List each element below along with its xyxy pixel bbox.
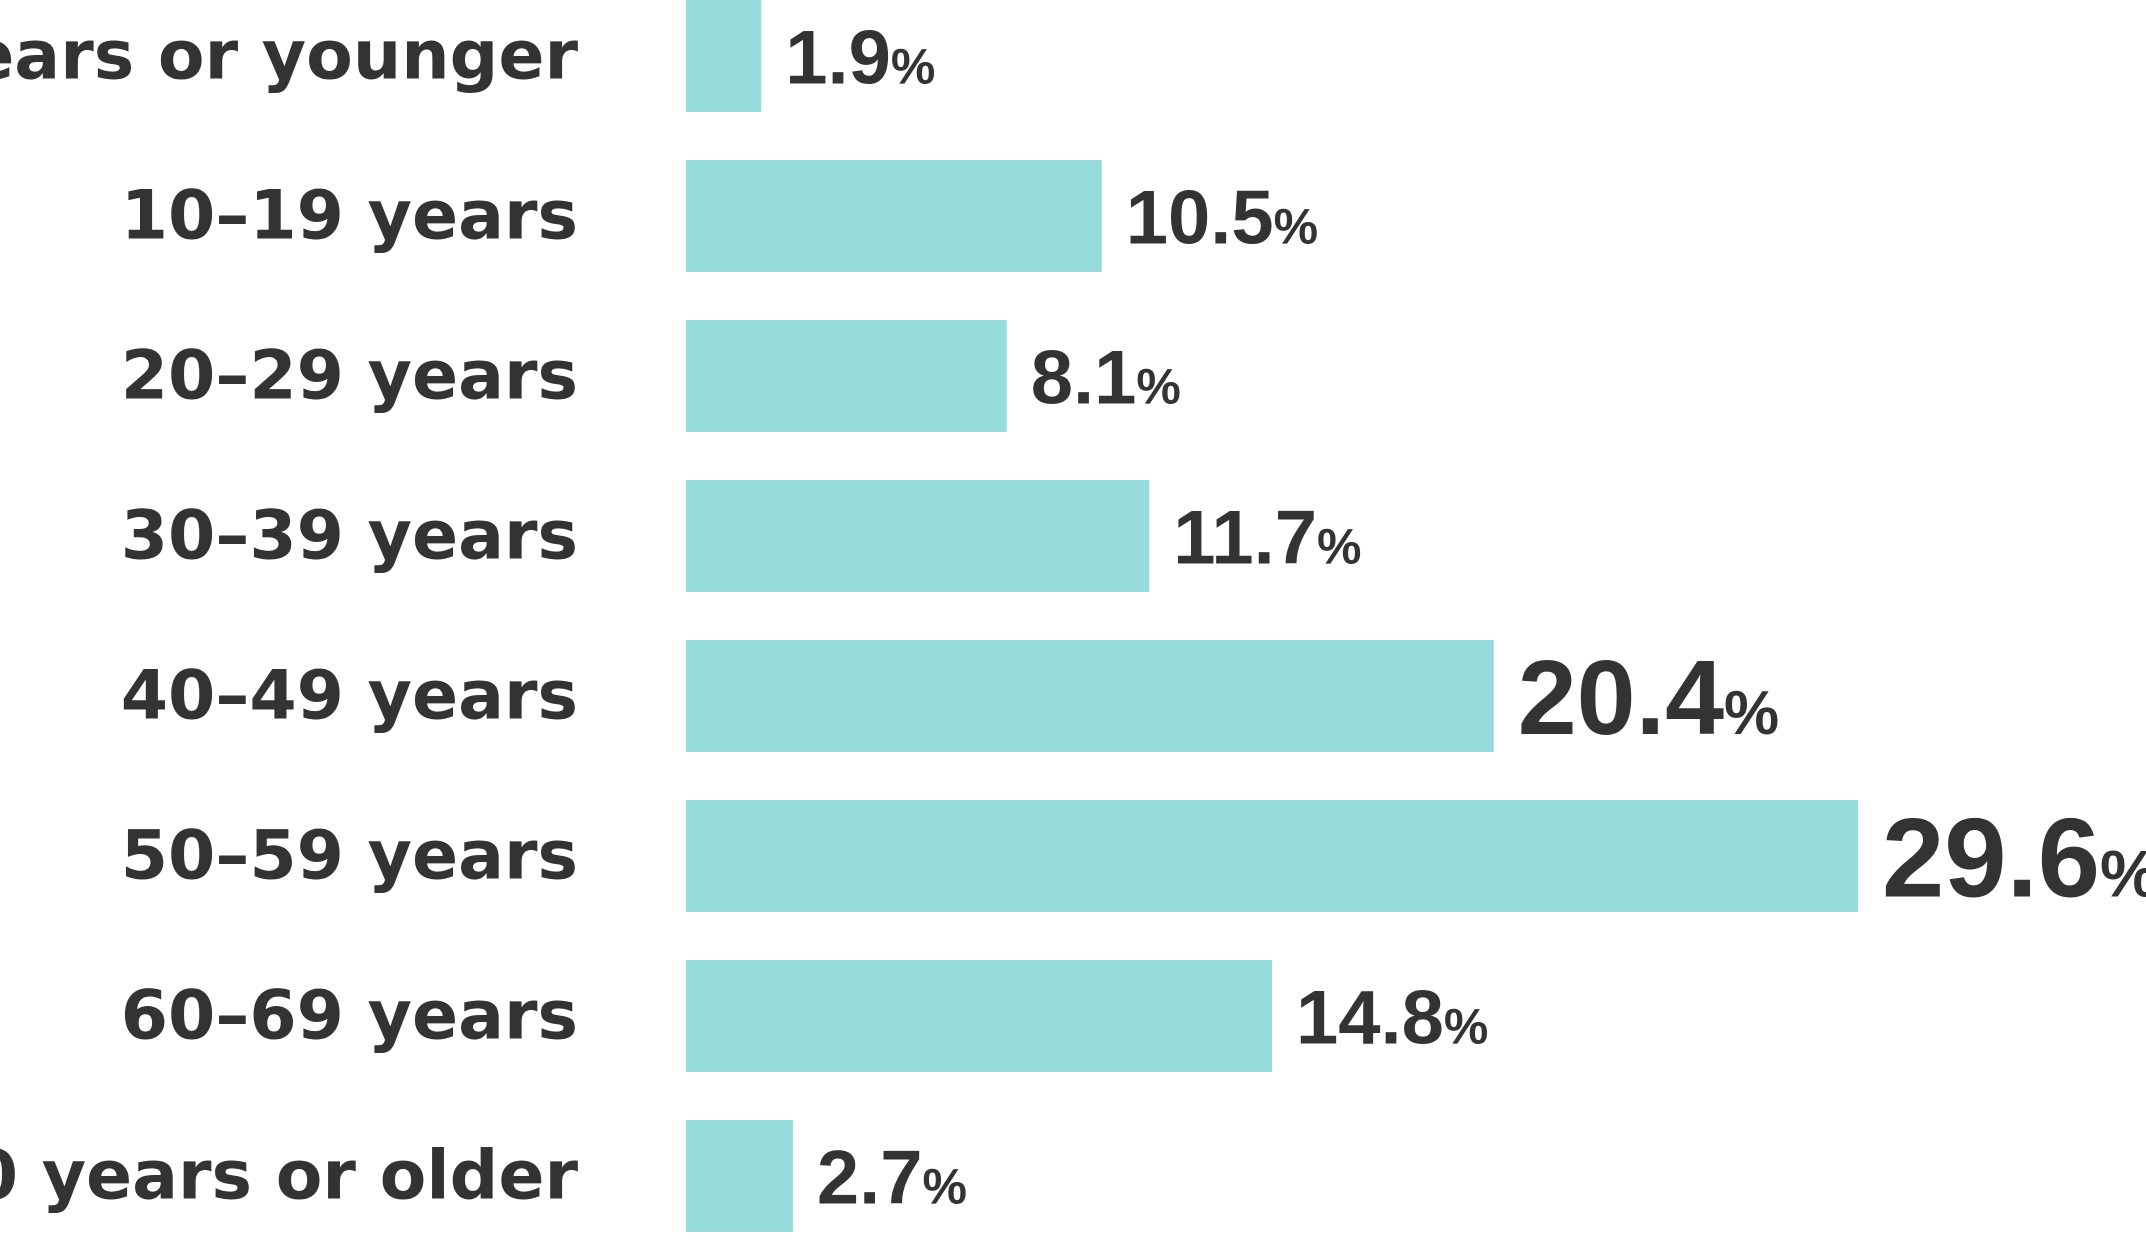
category-label: 40–49 years: [121, 657, 578, 736]
value-number: 1.9: [785, 15, 891, 100]
value-unit: %: [1724, 679, 1779, 748]
value-number: 14.8: [1296, 975, 1444, 1060]
value-number: 20.4: [1518, 639, 1724, 757]
value-unit: %: [923, 1158, 967, 1214]
value-label: 20.4%: [1518, 639, 1779, 757]
bar: [686, 640, 1494, 752]
value-label: 29.6%: [1882, 795, 2146, 920]
value-labels: 1.9%10.5%8.1%11.7%20.4%29.6%14.8%2.7%: [785, 15, 2146, 1220]
value-label: 2.7%: [817, 1135, 967, 1220]
value-label: 10.5%: [1126, 175, 1318, 260]
category-label: 9 years or younger: [0, 17, 578, 96]
value-number: 2.7: [817, 1135, 923, 1220]
value-label: 11.7%: [1173, 495, 1361, 580]
value-unit: %: [2100, 836, 2146, 910]
bar: [686, 0, 762, 112]
bar: [686, 960, 1272, 1072]
bars: [686, 0, 1858, 1232]
category-label: 70 years or older: [0, 1137, 578, 1216]
value-number: 10.5: [1126, 175, 1274, 260]
value-unit: %: [1136, 358, 1180, 414]
value-label: 1.9%: [785, 15, 935, 100]
category-label: 20–29 years: [121, 337, 578, 416]
bar: [686, 1120, 793, 1232]
category-label: 30–39 years: [121, 497, 578, 576]
bar: [686, 160, 1102, 272]
value-unit: %: [1317, 518, 1361, 574]
category-label: 10–19 years: [121, 177, 578, 256]
bar: [686, 480, 1150, 592]
bar: [686, 800, 1858, 912]
value-number: 8.1: [1031, 335, 1137, 420]
value-unit: %: [891, 38, 935, 94]
bar: [686, 320, 1007, 432]
value-number: 29.6: [1882, 795, 2100, 920]
value-number: 11.7: [1173, 495, 1317, 580]
category-label: 60–69 years: [121, 977, 578, 1056]
value-label: 14.8%: [1296, 975, 1488, 1060]
value-label: 8.1%: [1031, 335, 1181, 420]
value-unit: %: [1274, 198, 1318, 254]
category-labels: 9 years or younger 10–19 years 20–29 years…: [0, 17, 578, 1216]
value-unit: %: [1444, 998, 1488, 1054]
category-label: 50–59 years: [121, 817, 578, 896]
